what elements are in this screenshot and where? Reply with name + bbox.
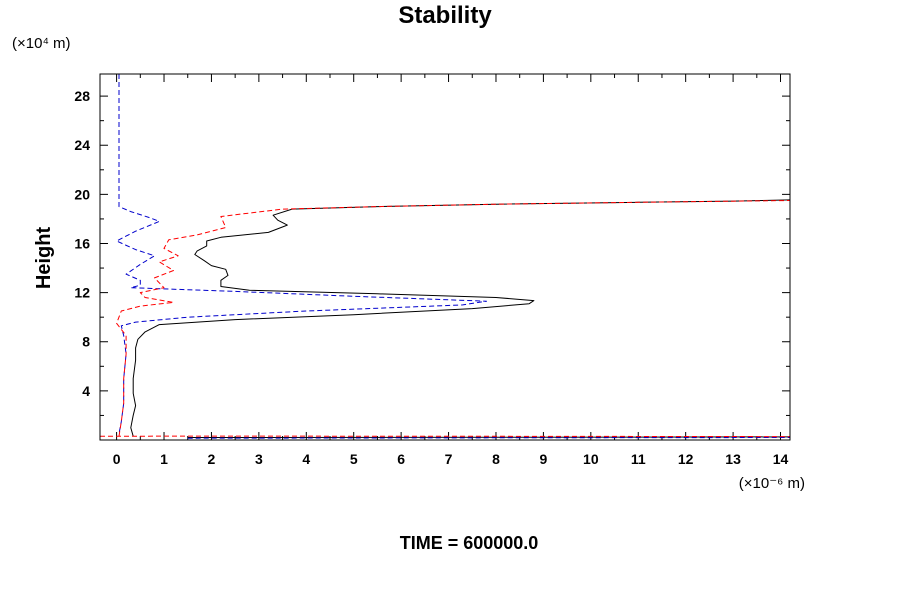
- y-tick-label: 16: [74, 235, 90, 251]
- x-tick-label: 10: [583, 451, 599, 467]
- time-label: TIME = 600000.0: [400, 533, 539, 553]
- plot-frame: [99, 73, 791, 441]
- x-tick-label: 6: [397, 451, 405, 467]
- x-tick-label: 14: [773, 451, 789, 467]
- y-tick-label: 28: [74, 88, 90, 104]
- series-line-4: [187, 436, 790, 438]
- x-tick-label: 11: [631, 451, 646, 467]
- x-tick-label: 13: [725, 451, 741, 467]
- x-tick-label: 12: [678, 451, 694, 467]
- y-tick-label: 4: [82, 383, 90, 399]
- x-tick-label: 7: [445, 451, 453, 467]
- series-line-6: [100, 435, 790, 438]
- chart-title: Stability: [398, 2, 492, 29]
- y-tick-label: 12: [74, 285, 90, 301]
- x-tick-label: 9: [540, 451, 548, 467]
- x-tick-label: 2: [208, 451, 216, 467]
- y-unit-label: (×10⁴ m): [12, 35, 71, 52]
- y-tick-label: 8: [82, 334, 90, 350]
- y-axis-label: Height: [33, 227, 55, 290]
- x-unit-label: (×10⁻⁶ m): [739, 475, 805, 492]
- x-tick-label: 0: [113, 451, 121, 467]
- series-group: [100, 74, 790, 439]
- x-tick-label: 4: [302, 451, 310, 467]
- x-tick-label: 3: [255, 451, 263, 467]
- series-line-1: [130, 199, 790, 437]
- series-line-3: [116, 200, 790, 437]
- x-tick-label: 8: [492, 451, 500, 467]
- y-tick-label: 24: [74, 137, 90, 153]
- series-line-2: [116, 74, 487, 434]
- x-tick-label: 1: [160, 451, 168, 467]
- x-tick-label: 5: [350, 451, 358, 467]
- y-tick-label: 20: [74, 186, 90, 202]
- series-line-5: [187, 437, 790, 439]
